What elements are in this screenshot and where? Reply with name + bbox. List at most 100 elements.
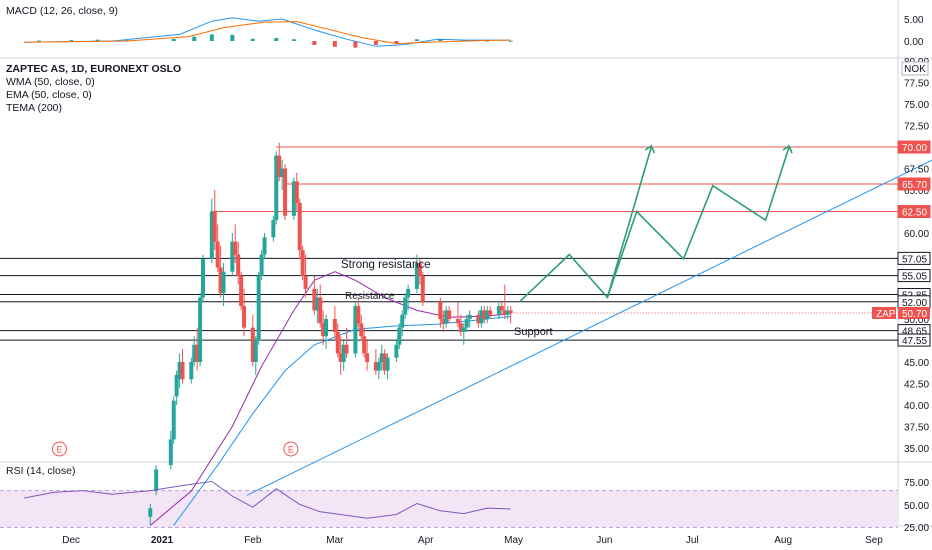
- rsi-band-fill: [0, 490, 898, 528]
- ema-label: EMA (50, close, 0): [6, 89, 92, 101]
- candle: [209, 198, 214, 264]
- candle-body: [359, 323, 364, 337]
- macd-histogram-bar: [414, 39, 419, 41]
- candle: [321, 310, 326, 345]
- macd-histogram-bar: [373, 41, 378, 45]
- level-tag-label: 47.55: [902, 336, 927, 347]
- macd-histogram-bar: [508, 40, 513, 42]
- candle-body: [496, 306, 501, 315]
- support-label: Support: [514, 326, 553, 338]
- candle-body: [353, 306, 358, 354]
- candle-body: [277, 155, 282, 178]
- macd-histogram-bar: [332, 41, 337, 47]
- candle: [447, 306, 452, 324]
- candle-body: [250, 327, 255, 362]
- candle: [485, 306, 490, 324]
- candle: [233, 224, 238, 264]
- time-axis-tick: Mar: [326, 535, 344, 546]
- candle: [171, 396, 176, 444]
- candle: [406, 284, 411, 311]
- price-axis-tick: 37.50: [904, 423, 929, 434]
- candle-body: [476, 314, 481, 324]
- candle: [376, 357, 381, 380]
- candle-body: [274, 155, 279, 221]
- candle-body: [177, 362, 182, 380]
- time-axis-tick: Jun: [596, 535, 612, 546]
- price-axis-tick: 65.00: [904, 186, 929, 197]
- macd-line: [24, 17, 511, 47]
- level-tag-label: 57.05: [902, 254, 927, 265]
- candle-body: [479, 310, 484, 324]
- candle-body: [464, 319, 469, 328]
- candle-body: [441, 319, 446, 324]
- candle-body: [297, 202, 302, 251]
- candle-body: [394, 344, 399, 358]
- candle: [177, 353, 182, 388]
- candle-body: [344, 344, 349, 354]
- candle: [154, 465, 159, 496]
- macd-histogram-bar: [192, 36, 197, 41]
- candle: [373, 349, 378, 375]
- candle: [496, 301, 501, 319]
- macd-histogram-bar: [312, 41, 317, 45]
- candle: [294, 172, 299, 212]
- candle: [283, 164, 288, 221]
- candle-body: [271, 220, 276, 238]
- candle: [271, 215, 276, 242]
- candle-body: [300, 250, 305, 276]
- earnings-marker: [51, 441, 67, 457]
- price-axis-tick: 50.00: [904, 315, 929, 326]
- macd-histogram-bar: [69, 40, 74, 42]
- last-price-tag-label: 50.70: [902, 309, 927, 320]
- candle: [291, 177, 296, 221]
- candle-body: [362, 336, 367, 354]
- candle: [379, 344, 384, 371]
- candle-body: [341, 344, 346, 362]
- candle-body: [458, 323, 463, 332]
- rsi-tick: 50.00: [904, 501, 929, 512]
- candle-body: [379, 353, 384, 362]
- candle-body: [403, 297, 408, 315]
- candle: [274, 151, 279, 225]
- projection-arrowhead: [782, 144, 793, 154]
- candle: [215, 224, 220, 272]
- candle: [394, 340, 399, 362]
- candle-body: [148, 508, 153, 517]
- currency-box[interactable]: [901, 61, 929, 76]
- projection-line: [606, 146, 653, 298]
- symbol-title: ZAPTEC AS, 1D, EURONEXT OSLO: [6, 63, 181, 75]
- macd-tick: 0.00: [904, 37, 924, 48]
- candle: [148, 503, 153, 526]
- candle: [303, 254, 308, 298]
- candle-body: [303, 276, 308, 289]
- candle: [502, 284, 507, 319]
- time-axis-tick: Dec: [62, 535, 80, 546]
- candle-body: [233, 241, 238, 255]
- level-tag-label: 70.00: [902, 143, 927, 154]
- candle-body: [414, 263, 419, 289]
- candle-body: [174, 374, 179, 397]
- candle: [417, 258, 422, 285]
- candle-body: [312, 288, 317, 311]
- candle: [414, 254, 419, 294]
- macd-histogram-bar: [36, 40, 41, 42]
- candle-body: [502, 310, 507, 315]
- macd-histogram-bar: [485, 40, 490, 42]
- candle: [400, 310, 405, 337]
- macd-histogram-bar: [438, 38, 443, 41]
- candle-body: [376, 362, 381, 371]
- strong-resistance-label: Strong resistance: [341, 259, 431, 271]
- price-axis-tick: 60.00: [904, 229, 929, 240]
- candle: [236, 241, 241, 285]
- candle-body: [201, 258, 206, 298]
- candle: [174, 370, 179, 405]
- candle: [318, 284, 323, 328]
- candle-body: [192, 344, 197, 362]
- candle: [312, 276, 317, 315]
- price-axis-tick: 67.50: [904, 165, 929, 176]
- candle-body: [168, 439, 173, 466]
- price-tags: 70.0065.7062.5057.0555.0552.8552.0048.65…: [510, 140, 931, 347]
- time-axis-tick: May: [504, 535, 523, 546]
